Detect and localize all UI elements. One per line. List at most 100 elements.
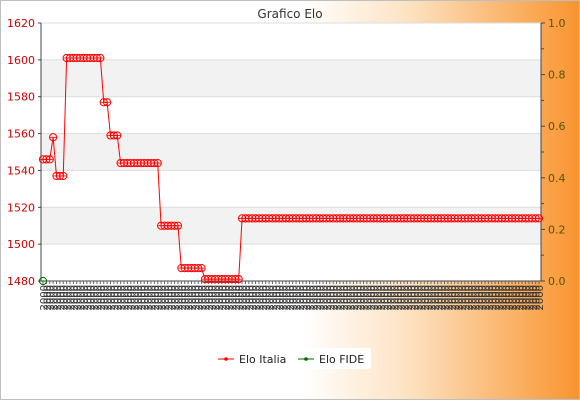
x-tick-label: 2000 — [454, 285, 465, 310]
x-tick-label: 2000 — [481, 285, 492, 310]
axes: 1480 1500 1520 1540 1560 1580 1600 1620 0.0 0.2 0.… — [7, 17, 566, 288]
x-tick-label: 2000 — [63, 285, 74, 310]
x-tick-label: 2000 — [140, 285, 151, 310]
x-tick-label: 2000 — [279, 285, 290, 310]
x-tick-label: 2000 — [214, 285, 225, 310]
x-tick-label: 2000 — [231, 285, 242, 310]
x-tick-label: 2000 — [407, 285, 418, 310]
x-tick-label: 2000 — [39, 285, 50, 310]
x-tick-label: 2000 — [137, 285, 148, 310]
x-tick-label: 2000 — [403, 285, 414, 310]
x-tick-label: 2000 — [427, 285, 438, 310]
x-tick-label: 2000 — [164, 285, 175, 310]
data-point — [534, 214, 544, 223]
data-point — [197, 264, 206, 273]
x-tick-label: 2000 — [380, 285, 391, 310]
x-tick-label: 2000 — [373, 285, 384, 310]
x-tick-label: 2000 — [265, 285, 276, 310]
x-tick-label: 2000 — [488, 285, 499, 310]
legend-label-elo-italia: Elo Italia — [239, 353, 286, 366]
x-tick-label: 2000 — [360, 285, 371, 310]
data-point — [103, 98, 112, 107]
y-tick-label-right: 0.0 — [548, 275, 566, 288]
grid-band — [41, 23, 541, 60]
x-tick-label: 2000 — [103, 285, 114, 310]
x-tick-label: 2000 — [177, 285, 188, 310]
x-tick-label: 2000 — [511, 285, 522, 310]
x-tick-label: 2000 — [194, 285, 205, 310]
x-tick-label: 2000 — [86, 285, 97, 310]
x-tick-label: 2000 — [258, 285, 269, 310]
x-tick-label: 2000 — [420, 285, 431, 310]
x-tick-label: 2000 — [268, 285, 279, 310]
x-tick-label: 2000 — [299, 285, 310, 310]
x-tick-label: 2000 — [184, 285, 195, 310]
y-tick-label-left: 1560 — [7, 128, 35, 141]
x-tick-label: 2000 — [181, 285, 192, 310]
x-tick-label: 2000 — [437, 285, 448, 310]
x-tick-labels: 2000200020002000200020002000200020002000… — [39, 281, 546, 310]
x-tick-label: 2000 — [430, 285, 441, 310]
x-tick-label: 2000 — [157, 285, 168, 310]
legend: Elo Italia Elo FIDE — [211, 348, 371, 369]
x-tick-label: 2000 — [353, 285, 364, 310]
x-tick-label: 2000 — [468, 285, 479, 310]
x-tick-label: 2000 — [444, 285, 455, 310]
x-tick-label: 2000 — [515, 285, 526, 310]
data-point — [59, 171, 68, 181]
x-tick-label: 2000 — [93, 285, 104, 310]
x-tick-label: 2000 — [295, 285, 306, 310]
x-tick-label: 2000 — [339, 285, 350, 310]
x-tick-label: 2000 — [144, 285, 155, 310]
x-tick-label: 2000 — [522, 285, 533, 310]
x-tick-label: 2000 — [471, 285, 482, 310]
data-point — [113, 131, 122, 140]
x-tick-label: 2000 — [461, 285, 472, 310]
x-tick-label: 2000 — [225, 285, 236, 310]
x-tick-label: 2000 — [532, 285, 543, 310]
x-tick-label: 2000 — [501, 285, 512, 310]
x-tick-label: 2000 — [211, 285, 222, 310]
grid-band — [41, 96, 541, 134]
x-tick-label: 2000 — [525, 285, 536, 310]
x-tick-label: 2000 — [167, 285, 178, 310]
x-tick-label: 2000 — [174, 285, 185, 310]
x-tick-label: 2000 — [171, 285, 182, 310]
x-tick-label: 2000 — [306, 285, 317, 310]
x-tick-label: 2000 — [292, 285, 303, 310]
x-tick-label: 2000 — [478, 285, 489, 310]
x-tick-label: 2000 — [255, 285, 266, 310]
x-tick-label: 2000 — [46, 285, 57, 310]
x-tick-label: 2000 — [451, 285, 462, 310]
x-tick-label: 2000 — [154, 285, 165, 310]
x-tick-label: 2000 — [393, 285, 404, 310]
legend-marker-elo-italia — [224, 357, 228, 361]
x-tick-label: 2000 — [464, 285, 475, 310]
chart-title: Grafico Elo — [257, 7, 322, 21]
x-tick-label: 2000 — [441, 285, 452, 310]
x-tick-label: 2000 — [397, 285, 408, 310]
x-tick-label: 2000 — [289, 285, 300, 310]
x-tick-label: 2000 — [228, 285, 239, 310]
x-tick-label: 2000 — [376, 285, 387, 310]
x-tick-label: 2000 — [336, 285, 347, 310]
x-tick-label: 2000 — [127, 285, 138, 310]
grid-bands — [41, 22, 541, 282]
x-tick-label: 2000 — [329, 285, 340, 310]
x-tick-label: 2000 — [366, 285, 377, 310]
series-layer — [38, 53, 544, 286]
x-tick-label: 2000 — [424, 285, 435, 310]
x-tick-label: 2000 — [208, 285, 219, 310]
x-tick-label: 2000 — [52, 285, 63, 310]
grid-band — [41, 59, 541, 97]
x-tick-label: 2000 — [201, 285, 212, 310]
x-tick-label: 2000 — [100, 285, 111, 310]
x-tick-label: 2000 — [309, 285, 320, 310]
x-tick-label: 2000 — [123, 285, 134, 310]
x-tick-label: 2000 — [528, 285, 539, 310]
data-point — [45, 155, 54, 164]
x-tick-label: 2000 — [56, 285, 67, 310]
data-point — [173, 221, 183, 230]
y-tick-label-left: 1620 — [7, 17, 35, 30]
y-tick-label-right: 1.0 — [548, 17, 566, 30]
